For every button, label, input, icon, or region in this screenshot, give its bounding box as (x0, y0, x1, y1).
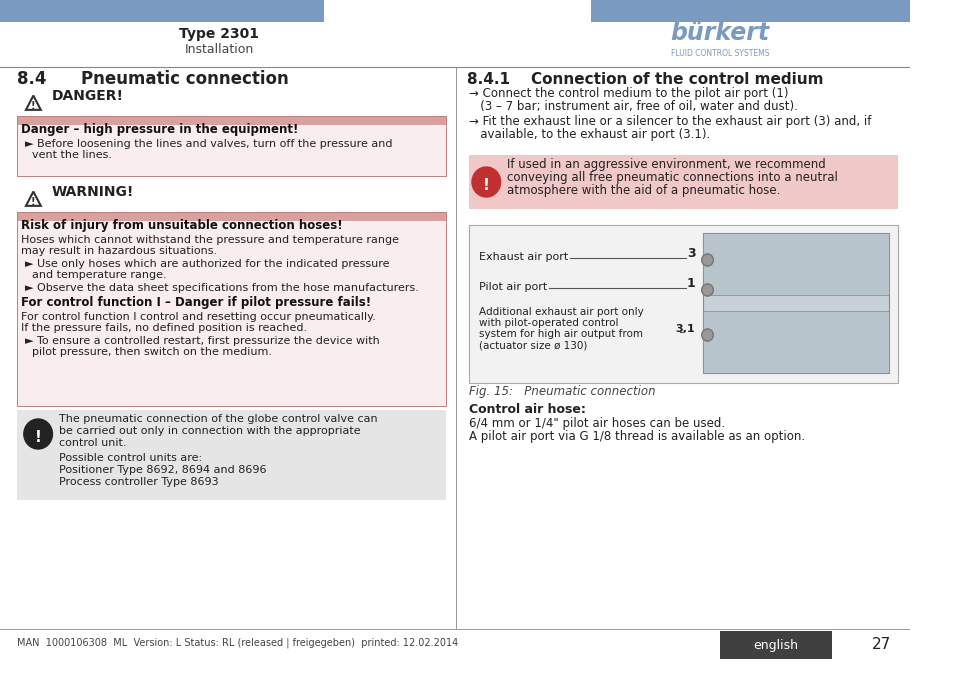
Text: be carried out only in connection with the appropriate: be carried out only in connection with t… (59, 426, 360, 436)
Circle shape (701, 284, 713, 296)
Text: MAN  1000106308  ML  Version: L Status: RL (released | freigegeben)  printed: 12: MAN 1000106308 ML Version: L Status: RL … (17, 637, 458, 647)
Text: ► Use only hoses which are authorized for the indicated pressure: ► Use only hoses which are authorized fo… (25, 259, 389, 269)
Text: and temperature range.: and temperature range. (32, 270, 167, 280)
Text: 27: 27 (870, 637, 890, 652)
Circle shape (701, 329, 713, 341)
FancyBboxPatch shape (702, 233, 888, 295)
Text: ► Before loosening the lines and valves, turn off the pressure and: ► Before loosening the lines and valves,… (25, 139, 392, 149)
Text: 3: 3 (686, 247, 695, 260)
Text: may result in hazardous situations.: may result in hazardous situations. (21, 246, 217, 256)
Text: available, to the exhaust air port (3.1).: available, to the exhaust air port (3.1)… (469, 128, 710, 141)
Text: Hoses which cannot withstand the pressure and temperature range: Hoses which cannot withstand the pressur… (21, 235, 398, 245)
Text: english: english (753, 639, 798, 652)
FancyBboxPatch shape (17, 212, 446, 221)
Text: FLUID CONTROL SYSTEMS: FLUID CONTROL SYSTEMS (670, 49, 768, 58)
Text: !: ! (34, 431, 42, 446)
Text: DANGER!: DANGER! (51, 89, 123, 103)
Text: ► To ensure a controlled restart, first pressurize the device with: ► To ensure a controlled restart, first … (25, 336, 379, 346)
Text: Process controller Type 8693: Process controller Type 8693 (59, 477, 218, 487)
Text: Fig. 15:   Pneumatic connection: Fig. 15: Pneumatic connection (469, 385, 655, 398)
FancyBboxPatch shape (17, 410, 446, 500)
Text: control unit.: control unit. (59, 438, 127, 448)
Text: If the pressure fails, no defined position is reached.: If the pressure fails, no defined positi… (21, 323, 307, 333)
FancyBboxPatch shape (469, 225, 898, 383)
Text: with pilot-operated control: with pilot-operated control (478, 318, 618, 328)
Text: Positioner Type 8692, 8694 and 8696: Positioner Type 8692, 8694 and 8696 (59, 465, 266, 475)
Text: Control air hose:: Control air hose: (469, 403, 585, 416)
Text: A pilot air port via G 1/8 thread is available as an option.: A pilot air port via G 1/8 thread is ava… (469, 430, 804, 443)
Text: → Fit the exhaust line or a silencer to the exhaust air port (3) and, if: → Fit the exhaust line or a silencer to … (469, 115, 871, 128)
Text: (3 – 7 bar; instrument air, free of oil, water and dust).: (3 – 7 bar; instrument air, free of oil,… (469, 100, 797, 113)
Text: For control function I control and resetting occur pneumatically.: For control function I control and reset… (21, 312, 375, 322)
FancyBboxPatch shape (702, 311, 888, 373)
Text: Type 2301: Type 2301 (179, 27, 259, 41)
Text: For control function I – Danger if pilot pressure fails!: For control function I – Danger if pilot… (21, 296, 371, 309)
FancyBboxPatch shape (469, 155, 898, 209)
Text: conveying all free pneumatic connections into a neutral: conveying all free pneumatic connections… (507, 171, 838, 184)
Text: (actuator size ø 130): (actuator size ø 130) (478, 340, 586, 350)
Text: !: ! (31, 101, 35, 111)
Text: bürkert: bürkert (670, 21, 769, 45)
Text: Additional exhaust air port only: Additional exhaust air port only (478, 307, 642, 317)
Text: !: ! (482, 178, 489, 194)
Text: Danger – high pressure in the equipment!: Danger – high pressure in the equipment! (21, 123, 298, 136)
FancyBboxPatch shape (702, 233, 888, 373)
FancyBboxPatch shape (17, 116, 446, 176)
Text: The pneumatic connection of the globe control valve can: The pneumatic connection of the globe co… (59, 414, 377, 424)
Text: Possible control units are:: Possible control units are: (59, 453, 202, 463)
Text: Installation: Installation (185, 43, 253, 56)
Text: system for high air output from: system for high air output from (478, 329, 642, 339)
Circle shape (24, 419, 52, 449)
Text: 6/4 mm or 1/4" pilot air hoses can be used.: 6/4 mm or 1/4" pilot air hoses can be us… (469, 417, 724, 430)
Text: atmosphere with the aid of a pneumatic hose.: atmosphere with the aid of a pneumatic h… (507, 184, 780, 197)
FancyBboxPatch shape (17, 116, 446, 125)
Text: vent the lines.: vent the lines. (32, 150, 112, 160)
Text: Pilot air port: Pilot air port (478, 282, 546, 292)
Circle shape (472, 167, 500, 197)
Text: 1: 1 (686, 277, 695, 290)
Text: Exhaust air port: Exhaust air port (478, 252, 567, 262)
FancyBboxPatch shape (0, 0, 324, 22)
FancyBboxPatch shape (720, 631, 832, 659)
FancyBboxPatch shape (591, 0, 909, 22)
Text: ► Observe the data sheet specifications from the hose manufacturers.: ► Observe the data sheet specifications … (25, 283, 418, 293)
Text: pilot pressure, then switch on the medium.: pilot pressure, then switch on the mediu… (32, 347, 273, 357)
Text: If used in an aggressive environment, we recommend: If used in an aggressive environment, we… (507, 158, 825, 171)
FancyBboxPatch shape (17, 212, 446, 406)
Text: !: ! (31, 197, 35, 207)
Text: WARNING!: WARNING! (51, 185, 133, 199)
Text: 3.1: 3.1 (675, 324, 695, 334)
Text: 8.4      Pneumatic connection: 8.4 Pneumatic connection (17, 70, 289, 88)
Text: Risk of injury from unsuitable connection hoses!: Risk of injury from unsuitable connectio… (21, 219, 342, 232)
Circle shape (701, 254, 713, 266)
Text: → Connect the control medium to the pilot air port (1): → Connect the control medium to the pilo… (469, 87, 788, 100)
Text: 8.4.1    Connection of the control medium: 8.4.1 Connection of the control medium (467, 72, 822, 87)
